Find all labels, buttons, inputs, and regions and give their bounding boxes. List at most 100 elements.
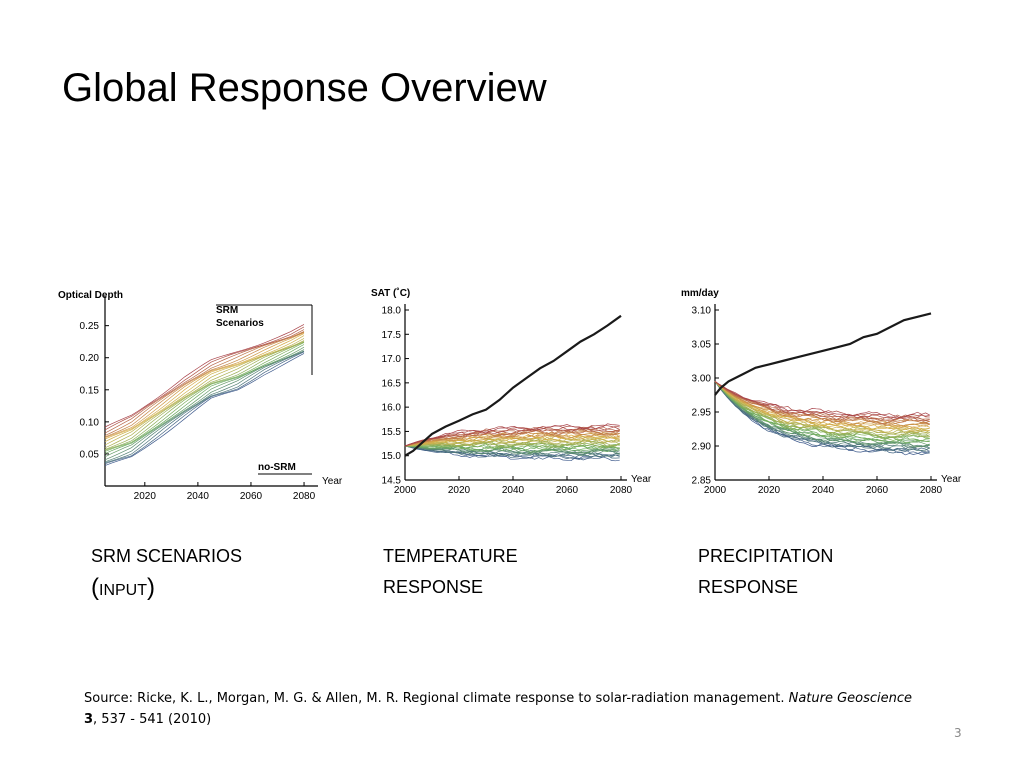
y-tick-label: 3.05 xyxy=(692,340,712,351)
y-tick-label: 0.20 xyxy=(80,353,100,364)
scenario-line xyxy=(104,332,305,439)
ensemble-line xyxy=(404,429,620,447)
scenario-line xyxy=(104,350,305,463)
y-tick-label: 3.00 xyxy=(692,374,712,385)
x-axis-label: Year xyxy=(941,474,962,485)
no-srm-series-line xyxy=(404,314,622,457)
x-tick-label: 2020 xyxy=(448,485,471,496)
x-tick-label: 2020 xyxy=(758,485,781,496)
scenario-line xyxy=(104,351,305,465)
y-tick-label: 0.15 xyxy=(80,385,100,396)
x-tick-label: 2000 xyxy=(394,485,417,496)
scenario-line xyxy=(104,341,305,450)
y-tick-label: 15.0 xyxy=(382,451,402,462)
y-tick-label: 16.0 xyxy=(382,403,402,414)
ensemble-line xyxy=(404,426,620,447)
caption-line: RESPONSE xyxy=(698,577,799,597)
y-axis-label: mm/day xyxy=(681,288,719,299)
slide-title: Global Response Overview xyxy=(62,66,547,110)
scenario-line xyxy=(104,326,305,431)
x-tick-label: 2080 xyxy=(293,491,316,502)
ensemble-line xyxy=(714,381,930,419)
ensemble-line xyxy=(714,381,930,432)
temperature-response-chart: SAT (˚C) 14.5 15.0 15.5 16.0 16.5 17.0 17.5 18.0… xyxy=(371,287,652,496)
x-tick-label: 2080 xyxy=(920,485,943,496)
no-srm-series-line xyxy=(714,312,932,396)
scenario-line xyxy=(104,351,305,464)
y-tick-label: 16.5 xyxy=(382,378,402,389)
caption-precipitation-response: PRECIPITATION RESPONSE xyxy=(698,541,833,603)
scenario-line xyxy=(104,329,305,434)
ensemble-line xyxy=(404,425,620,447)
source-citation: Source: Ricke, K. L., Morgan, M. G. & Al… xyxy=(84,691,913,727)
scenario-line xyxy=(104,344,305,454)
caption-line: TEMPERATURE xyxy=(383,546,518,566)
ensemble-line xyxy=(404,436,620,447)
ensemble-line xyxy=(404,430,620,447)
ensemble-line xyxy=(714,381,930,454)
scenario-line xyxy=(104,342,305,452)
x-tick-label: 2060 xyxy=(556,485,579,496)
scenario-line xyxy=(104,341,305,451)
scenario-line xyxy=(104,340,305,449)
scenario-line xyxy=(104,349,305,461)
scenario-line xyxy=(104,333,305,440)
caption-line: RESPONSE xyxy=(383,577,484,597)
ensemble-line xyxy=(404,423,620,447)
ensemble-line xyxy=(714,381,930,441)
y-tick-label: 18.0 xyxy=(382,306,402,317)
precipitation-response-chart: mm/day 2.85 2.90 2.95 3.00 3.05 3.10 2000 2020 20… xyxy=(681,288,962,496)
y-axis-label: Optical Depth xyxy=(58,290,123,301)
ensemble-line xyxy=(714,381,930,451)
y-tick-label: 0.10 xyxy=(80,417,100,428)
scenario-line xyxy=(104,331,305,438)
ensemble-line xyxy=(714,381,930,428)
x-tick-label: 2060 xyxy=(240,491,263,502)
scenario-line xyxy=(104,335,305,443)
annotation-label: Scenarios xyxy=(216,318,264,329)
ensemble-line xyxy=(404,438,620,447)
x-tick-label: 2080 xyxy=(610,485,633,496)
y-tick-label: 2.95 xyxy=(692,408,712,419)
annotation-label: SRM xyxy=(216,305,238,316)
ensemble-line xyxy=(714,381,930,434)
caption-srm-scenarios: SRM SCENARIOS (INPUT) xyxy=(91,541,242,606)
scenario-line xyxy=(104,353,305,466)
ensemble-line xyxy=(404,426,620,447)
caption-line: PRECIPITATION xyxy=(698,546,834,566)
y-tick-label: 3.10 xyxy=(692,306,712,317)
y-tick-label: 0.05 xyxy=(80,449,100,460)
y-tick-label: 2.90 xyxy=(692,442,712,453)
srm-scenarios-chart: Optical Depth 0.05 0.10 0.15 0.20 0.25 2020 204… xyxy=(58,290,343,502)
x-axis-label: Year xyxy=(322,476,343,487)
ensemble-line xyxy=(714,381,930,423)
x-tick-label: 2040 xyxy=(502,485,525,496)
y-tick-label: 15.5 xyxy=(382,427,402,438)
x-tick-label: 2000 xyxy=(704,485,727,496)
y-tick-label: 17.0 xyxy=(382,354,402,365)
caption-line: (INPUT) xyxy=(91,574,155,601)
scenario-line xyxy=(104,324,305,428)
ensemble-line xyxy=(714,381,930,425)
caption-line: SRM SCENARIOS xyxy=(91,546,243,566)
x-tick-label: 2060 xyxy=(866,485,889,496)
y-tick-label: 0.25 xyxy=(80,321,100,332)
x-axis-label: Year xyxy=(631,474,652,485)
ensemble-line xyxy=(405,443,620,450)
annotation-label: no-SRM xyxy=(258,462,296,473)
y-axis-label: SAT (˚C) xyxy=(371,287,410,299)
page-number: 3 xyxy=(954,726,962,740)
ensemble-line xyxy=(714,381,930,448)
x-tick-label: 2040 xyxy=(187,491,210,502)
ensemble-line xyxy=(404,438,620,447)
scenario-line xyxy=(104,346,305,458)
scenario-line xyxy=(104,338,305,446)
y-tick-label: 17.5 xyxy=(382,330,402,341)
y-tick-label: 14.5 xyxy=(382,476,402,487)
ensemble-line xyxy=(404,434,620,447)
y-tick-label: 2.85 xyxy=(692,476,712,487)
x-tick-label: 2040 xyxy=(812,485,835,496)
scenario-line xyxy=(104,331,305,436)
caption-temperature-response: TEMPERATURE RESPONSE xyxy=(383,541,518,603)
ensemble-line xyxy=(714,381,930,446)
